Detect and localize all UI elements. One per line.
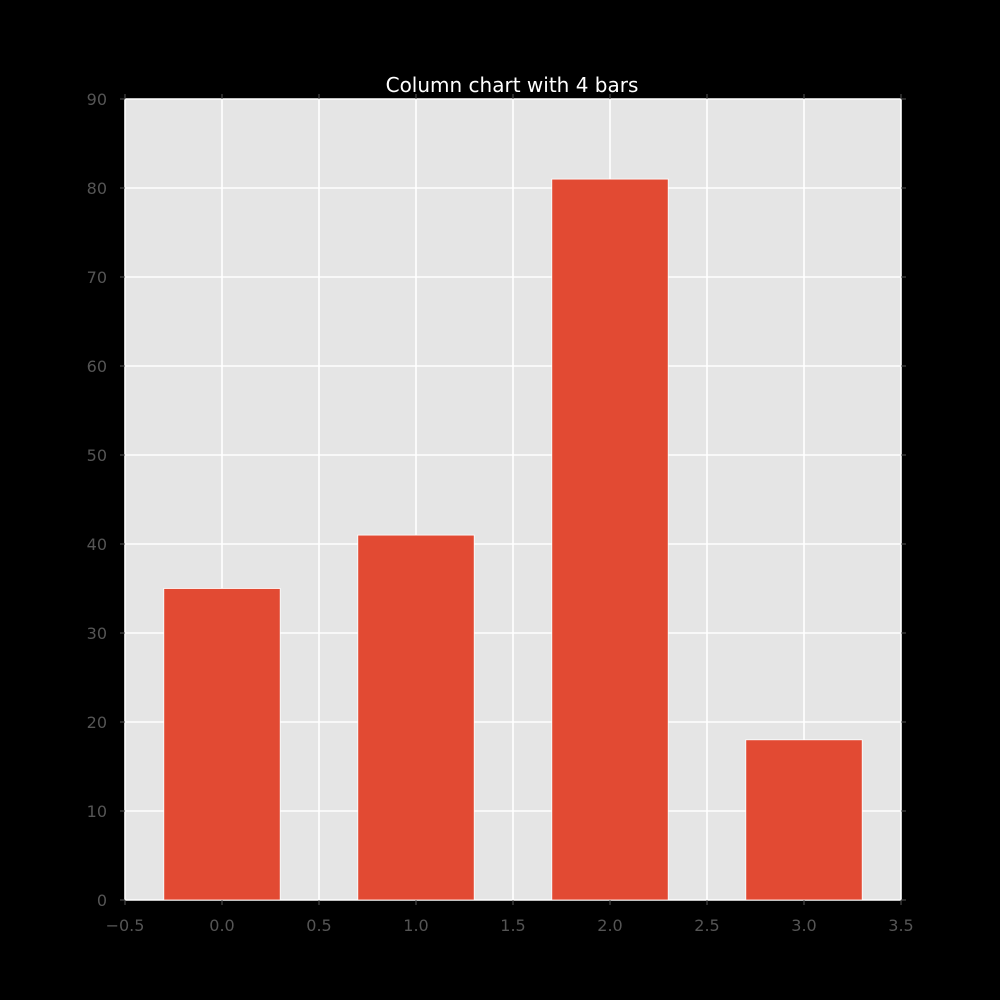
y-tick-label: 30 [87, 624, 107, 643]
y-tick-label: 50 [87, 446, 107, 465]
x-tick-label: −0.5 [106, 916, 145, 935]
x-tick-label: 3.0 [791, 916, 816, 935]
x-tick-label: 2.0 [597, 916, 622, 935]
x-tick-label: 1.0 [403, 916, 428, 935]
x-tick-label: 3.5 [888, 916, 913, 935]
y-tick-label: 60 [87, 357, 107, 376]
x-tick-label: 0.5 [306, 916, 331, 935]
y-tick-labels: 0 10 20 30 40 50 60 70 80 90 [87, 90, 107, 910]
bar [163, 588, 281, 901]
y-tick-label: 20 [87, 713, 107, 732]
chart-title: Column chart with 4 bars [386, 73, 639, 97]
y-tick-label: 10 [87, 802, 107, 821]
tick-marks [120, 94, 906, 905]
bar [745, 739, 863, 901]
bars [163, 178, 863, 901]
x-tick-label: 1.5 [500, 916, 525, 935]
x-tick-label: 0.0 [209, 916, 234, 935]
bar [551, 178, 669, 901]
y-tick-label: 40 [87, 535, 107, 554]
bar [357, 534, 475, 901]
x-tick-label: 2.5 [694, 916, 719, 935]
x-tick-labels: −0.5 0.0 0.5 1.0 1.5 2.0 2.5 3.0 3.5 [106, 916, 914, 935]
y-tick-label: 80 [87, 179, 107, 198]
y-tick-label: 0 [97, 891, 107, 910]
y-tick-label: 70 [87, 268, 107, 287]
y-tick-label: 90 [87, 90, 107, 109]
